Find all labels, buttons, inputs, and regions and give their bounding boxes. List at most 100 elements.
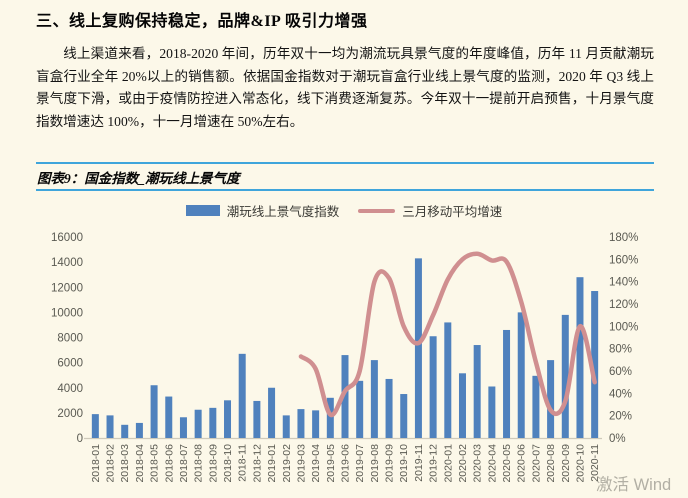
left-axis-tick-label: 2000: [57, 408, 83, 420]
bar-2018-05: [150, 385, 158, 438]
bar-2019-01: [268, 387, 276, 438]
right-axis-tick-label: 60%: [609, 366, 632, 378]
bar-2020-02: [458, 373, 466, 438]
bar-2020-03: [473, 345, 481, 438]
x-axis-tick-label: 2018-09: [207, 444, 219, 483]
bar-2018-08: [194, 409, 202, 438]
bar-2019-07: [356, 380, 364, 438]
x-axis-tick-label: 2020-05: [501, 444, 513, 483]
x-axis-tick-label: 2018-07: [178, 444, 190, 483]
x-axis-tick-label: 2019-07: [354, 444, 366, 483]
x-axis-tick-label: 2019-11: [413, 444, 425, 482]
left-axis-tick-label: 6000: [57, 358, 83, 370]
left-axis-tick-label: 10000: [51, 307, 83, 319]
bar-2018-06: [165, 396, 173, 438]
bar-2020-04: [488, 386, 496, 438]
right-axis-tick-label: 120%: [609, 299, 638, 311]
bar-2020-08: [547, 360, 555, 438]
x-axis-tick-label: 2018-05: [149, 444, 161, 483]
x-axis-tick-label: 2018-12: [251, 444, 263, 483]
bar-2020-05: [503, 329, 511, 438]
bar-2019-03: [297, 409, 305, 438]
x-axis-tick-label: 2019-08: [369, 444, 381, 483]
bar-2020-09: [561, 314, 569, 438]
bar-2018-01: [91, 414, 99, 438]
right-axis-tick-label: 80%: [609, 344, 632, 356]
line-series-swatch: [358, 208, 396, 213]
x-axis-tick-label: 2019-01: [266, 444, 278, 483]
x-axis-tick-label: 2018-02: [105, 444, 117, 483]
right-axis-tick-label: 180%: [609, 232, 638, 244]
section-heading: 三、线上复购保持稳定，品牌&IP 吸引力增强: [36, 13, 368, 30]
bar-2019-12: [429, 336, 437, 438]
x-axis-tick-label: 2020-08: [545, 444, 557, 483]
bar-2018-04: [135, 422, 143, 438]
x-axis-tick-label: 2019-05: [325, 444, 337, 483]
x-axis-tick-label: 2020-06: [516, 444, 528, 483]
bar-2019-11: [414, 258, 422, 438]
left-axis-tick-label: 12000: [51, 282, 83, 294]
x-axis-tick-label: 2020-02: [457, 444, 469, 483]
line-series-label: 三月移动平均增速: [402, 205, 503, 219]
bar-2018-12: [253, 400, 261, 438]
x-axis-tick-label: 2020-09: [560, 444, 572, 483]
left-axis-tick-label: 0: [77, 433, 83, 445]
right-axis-tick-label: 20%: [609, 411, 632, 423]
x-axis-tick-label: 2019-09: [384, 444, 396, 483]
x-axis-tick-label: 2020-01: [442, 444, 454, 483]
bar-2019-08: [370, 360, 378, 438]
left-axis-tick-label: 8000: [57, 333, 83, 345]
bar-2018-09: [209, 407, 217, 438]
right-axis-tick-label: 0%: [609, 433, 626, 445]
body-paragraph: 线上渠道来看，2018-2020 年间，历年双十一均为潮流玩具景气度的年度峰值，…: [36, 46, 654, 129]
bar-2020-11: [591, 291, 599, 438]
x-axis-tick-label: 2018-11: [237, 444, 249, 482]
bar-2018-02: [106, 415, 114, 438]
x-axis-tick-label: 2019-06: [340, 444, 352, 483]
bar-2019-09: [385, 378, 393, 438]
x-axis-tick-label: 2020-07: [530, 444, 542, 483]
bar-series-swatch: [185, 205, 220, 216]
x-axis-tick-label: 2020-03: [472, 444, 484, 483]
right-axis-tick-label: 100%: [609, 321, 638, 333]
bar-2019-04: [312, 410, 320, 438]
figure-caption: 图表9：国金指数_潮玩线上景气度: [36, 162, 654, 191]
right-axis-tick-label: 40%: [609, 388, 632, 400]
bar-2018-11: [238, 353, 246, 438]
bar-2019-05: [326, 397, 334, 438]
x-axis-tick-label: 2018-08: [193, 444, 205, 483]
x-axis-tick-label: 2019-03: [295, 444, 307, 483]
bar-2018-07: [179, 417, 187, 438]
left-axis-tick-label: 16000: [51, 232, 83, 244]
x-axis-tick-label: 2018-10: [222, 444, 234, 483]
bar-2019-02: [282, 415, 290, 438]
bar-series-label: 潮玩线上景气度指数: [226, 205, 340, 219]
left-axis-tick-label: 4000: [57, 383, 83, 395]
x-axis-tick-label: 2018-04: [134, 444, 146, 483]
x-axis-tick-label: 2019-02: [281, 444, 293, 483]
activate-windows-watermark: 激活 Wind: [596, 476, 672, 494]
bar-2020-10: [576, 277, 584, 438]
bar-2019-10: [400, 394, 408, 438]
x-axis-tick-label: 2018-01: [90, 444, 102, 483]
right-axis-tick-label: 140%: [609, 277, 638, 289]
bar-2019-06: [341, 355, 349, 438]
x-axis-tick-label: 2020-10: [575, 444, 587, 483]
x-axis-tick-label: 2019-04: [310, 444, 322, 483]
x-axis-tick-label: 2019-10: [398, 444, 410, 483]
bar-2020-01: [444, 322, 452, 438]
bar-2018-03: [121, 424, 129, 438]
bar-2018-10: [224, 400, 232, 438]
x-axis-tick-label: 2019-12: [428, 444, 440, 483]
left-axis-tick-label: 14000: [51, 257, 83, 269]
right-axis-tick-label: 160%: [609, 254, 638, 266]
moving-average-line: [298, 251, 597, 418]
x-axis-tick-label: 2018-03: [119, 444, 131, 483]
x-axis-tick-label: 2020-04: [486, 444, 498, 483]
chart-legend: 潮玩线上景气度指数 三月移动平均增速: [0, 201, 688, 220]
x-axis-tick-label: 2020-11: [589, 444, 601, 482]
x-axis-tick-label: 2018-06: [163, 444, 175, 483]
bar-2020-06: [517, 312, 525, 438]
bar-2020-07: [532, 375, 540, 438]
